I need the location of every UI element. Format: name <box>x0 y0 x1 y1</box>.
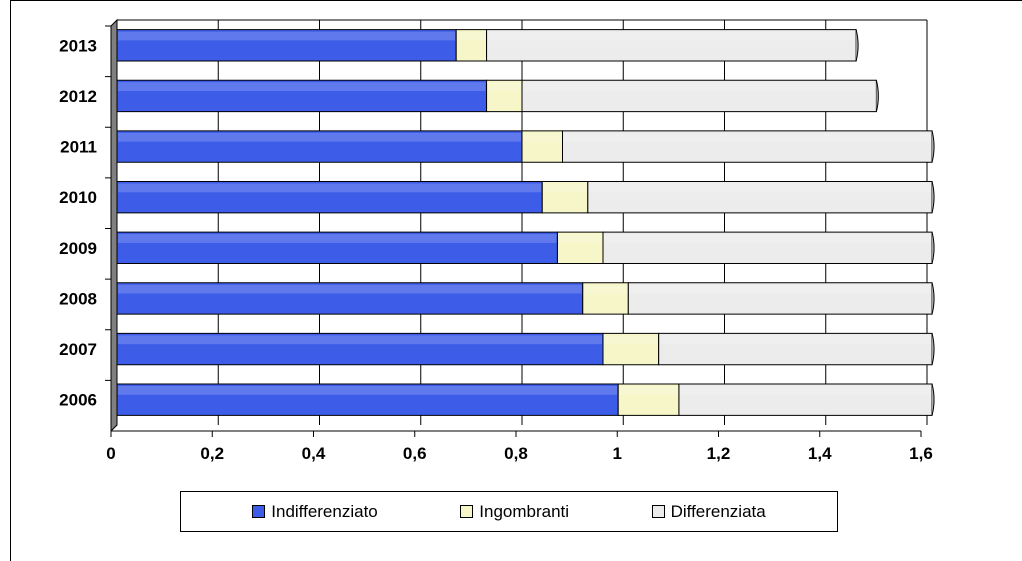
bar-highlight <box>118 335 602 345</box>
bar-highlight <box>118 183 542 193</box>
legend-label-differenziata: Differenziata <box>670 501 766 521</box>
bar-ingombranti-2010 <box>541 180 589 214</box>
y-tick-label: 2006 <box>59 391 97 410</box>
bar-differenziata-2010 <box>587 180 933 214</box>
bar-differenziata-2012 <box>521 79 877 113</box>
bar-highlight <box>118 132 521 142</box>
x-tick-label: 0,4 <box>302 444 326 463</box>
x-tick-label: 0,2 <box>200 444 224 463</box>
x-tick-label: 1,2 <box>707 444 731 463</box>
y-tick-label: 2008 <box>59 289 97 308</box>
bar-ingombranti-2008 <box>582 282 629 315</box>
y-tick-label: 2009 <box>59 239 97 258</box>
bar-end-cap <box>855 29 859 62</box>
bar-ingombranti-2012 <box>486 79 523 113</box>
chart-frame <box>10 0 1022 561</box>
legend-label-indifferenziato: Indifferenziato <box>271 501 378 521</box>
legend-item-ingombranti: Ingombranti <box>460 502 569 522</box>
legend-item-differenziata: Differenziata <box>651 501 766 522</box>
legend-swatch-indifferenziato <box>252 505 266 518</box>
bar-highlight <box>604 234 932 243</box>
bar-indifferenziato-2008 <box>116 282 584 315</box>
bar-highlight <box>679 385 932 395</box>
x-tick-label: 0 <box>106 444 115 463</box>
bar-indifferenziato-2009 <box>116 231 558 265</box>
bar-highlight <box>588 183 932 193</box>
stacked-bar-chart: 0 0,2 0,4 0,6 0,8 1 1,2 1,4 1,6 2013 2012 2011 2010 2… <box>59 18 935 463</box>
bar-highlight <box>563 132 932 142</box>
left-wall <box>110 18 118 433</box>
bar-highlight <box>629 284 932 294</box>
bar-indifferenziato-2010 <box>116 180 543 214</box>
legend-label-ingombranti: Ingombranti <box>479 501 570 521</box>
bar-end-cap <box>931 181 935 214</box>
chart-legend: Indifferenziato Ingombranti Differenziat… <box>180 491 838 532</box>
bar-highlight <box>457 31 486 41</box>
bar-highlight <box>604 335 658 345</box>
bar-highlight <box>487 31 856 41</box>
y-tick-label: 2012 <box>59 87 97 106</box>
x-tick-label: 1,6 <box>909 444 933 463</box>
x-tick-label: 0,6 <box>403 444 427 463</box>
legend-swatch-ingombranti <box>460 505 474 518</box>
bar-end-cap <box>931 231 935 264</box>
x-tick-label: 0,8 <box>504 444 528 463</box>
bar-end-cap <box>931 282 935 315</box>
bar-highlight <box>118 385 618 395</box>
bar-end-cap <box>931 333 935 365</box>
bar-indifferenziato-2013 <box>116 29 457 62</box>
bar-differenziata-2008 <box>627 282 933 315</box>
y-tick-label: 2007 <box>59 340 97 359</box>
y-tick-label: 2013 <box>59 36 97 55</box>
bar-highlight <box>583 284 628 294</box>
y-tick-label: 2010 <box>59 188 97 207</box>
bar-end-cap <box>931 130 935 163</box>
bar-differenziata-2011 <box>562 130 933 163</box>
y-tick-label: 2011 <box>60 138 97 157</box>
bar-indifferenziato-2012 <box>116 79 488 113</box>
x-tick-label: 1,4 <box>808 444 832 463</box>
bar-ingombranti-2009 <box>556 231 604 265</box>
bar-end-cap <box>931 383 935 416</box>
legend-item-indifferenziato: Indifferenziato <box>252 501 378 522</box>
bar-ingombranti-2013 <box>455 29 488 62</box>
bar-highlight <box>523 82 876 92</box>
bar-ingombranti-2011 <box>521 130 563 163</box>
legend-swatch-differenziata <box>651 505 665 518</box>
bar-highlight <box>118 284 582 294</box>
bar-end-cap <box>875 80 879 112</box>
bar-differenziata-2006 <box>678 383 933 416</box>
bar-highlight <box>543 183 587 193</box>
bar-highlight <box>487 82 521 92</box>
bar-highlight <box>619 385 678 395</box>
x-tick-label: 1 <box>613 444 622 463</box>
bar-highlight <box>118 31 456 41</box>
bar-highlight <box>659 335 932 345</box>
bar-indifferenziato-2007 <box>116 332 604 366</box>
bar-highlight <box>558 234 602 243</box>
bar-highlight <box>118 82 486 92</box>
bar-highlight <box>523 132 562 142</box>
bar-highlight <box>118 234 557 243</box>
bar-indifferenziato-2011 <box>116 130 523 163</box>
